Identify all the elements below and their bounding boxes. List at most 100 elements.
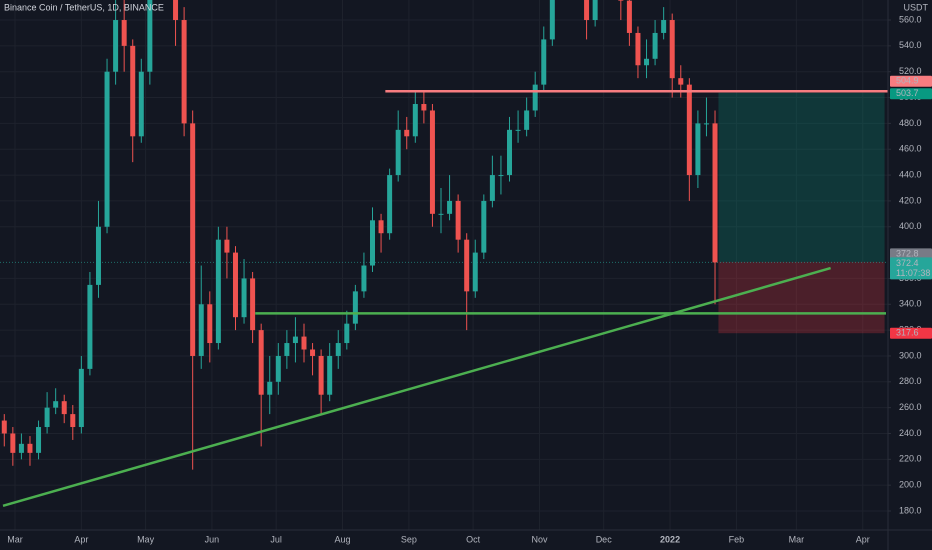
candle-body bbox=[241, 278, 247, 318]
entry-label-box bbox=[890, 248, 932, 260]
candle-body bbox=[181, 20, 187, 124]
price-unit: USDT bbox=[904, 2, 929, 12]
axes: 180.0200.0220.0240.0260.0280.0300.0320.0… bbox=[7, 14, 932, 544]
candle-body bbox=[61, 401, 67, 415]
x-tick-label: Jun bbox=[205, 534, 220, 544]
x-tick-label: Aug bbox=[335, 534, 351, 544]
chart-title: Binance Coin / TetherUS, 1D, BINANCE bbox=[4, 2, 164, 12]
profit-zone bbox=[718, 92, 885, 262]
candle-body bbox=[215, 239, 221, 344]
candle-body bbox=[138, 71, 144, 137]
y-tick-label: 340.0 bbox=[899, 299, 922, 309]
candle-body bbox=[301, 336, 307, 350]
x-tick-label: Apr bbox=[74, 534, 88, 544]
candle-body bbox=[421, 104, 427, 111]
x-tick-label: Apr bbox=[856, 534, 870, 544]
y-tick-label: 460.0 bbox=[899, 144, 922, 154]
entry-label: 372.8 bbox=[896, 248, 919, 258]
target-label-box bbox=[890, 88, 932, 100]
candle-body bbox=[686, 84, 692, 176]
candle-body bbox=[292, 336, 298, 344]
candle-body bbox=[27, 443, 33, 453]
y-tick-label: 280.0 bbox=[899, 376, 922, 386]
candle-body bbox=[70, 414, 76, 428]
candle-body bbox=[267, 381, 273, 395]
resistance-label: 504.9 bbox=[896, 76, 919, 86]
y-tick-label: 420.0 bbox=[899, 195, 922, 205]
candle-body bbox=[404, 129, 410, 137]
candle-body bbox=[87, 284, 93, 369]
candle-body bbox=[198, 304, 204, 356]
loss-zone bbox=[718, 261, 885, 334]
candle-body bbox=[78, 368, 84, 428]
x-tick-label: Mar bbox=[7, 534, 23, 544]
candle-body bbox=[438, 213, 444, 215]
x-tick-label: Sep bbox=[401, 534, 417, 544]
candle-body bbox=[481, 200, 487, 253]
y-tick-label: 220.0 bbox=[899, 454, 922, 464]
candle-body bbox=[44, 407, 50, 428]
x-tick-label: 2022 bbox=[660, 534, 680, 544]
candle-body bbox=[635, 32, 641, 66]
candle-body bbox=[318, 355, 324, 395]
y-tick-label: 520.0 bbox=[899, 66, 922, 76]
x-tick-label: Nov bbox=[531, 534, 548, 544]
candle-body bbox=[644, 58, 650, 66]
x-tick-label: Dec bbox=[596, 534, 613, 544]
candle-body bbox=[472, 252, 478, 292]
candle-body bbox=[310, 349, 316, 356]
candle-body bbox=[207, 304, 213, 344]
candle-body bbox=[173, 0, 179, 21]
candle-body bbox=[352, 291, 358, 324]
candle-body bbox=[113, 20, 119, 72]
candle-body bbox=[190, 123, 196, 356]
candle-body bbox=[618, 0, 624, 1]
y-tick-label: 200.0 bbox=[899, 480, 922, 490]
stop-label-box bbox=[890, 327, 932, 339]
y-tick-label: 180.0 bbox=[899, 505, 922, 515]
candle-body bbox=[695, 123, 701, 176]
trend-line bbox=[2, 266, 831, 508]
resistance-label-box bbox=[890, 75, 932, 87]
candle-body bbox=[1, 420, 7, 434]
candle-body bbox=[369, 220, 375, 266]
plot-area bbox=[0, 0, 888, 530]
candle-body bbox=[652, 32, 658, 59]
candle-body bbox=[104, 71, 110, 227]
candle-body bbox=[464, 239, 470, 292]
candle-body bbox=[447, 200, 453, 214]
x-tick-label: May bbox=[137, 534, 155, 544]
candle-body bbox=[678, 78, 684, 85]
x-tick-label: Oct bbox=[466, 534, 481, 544]
last-price-label-box bbox=[890, 257, 932, 280]
candle-body bbox=[661, 20, 667, 33]
y-tick-label: 480.0 bbox=[899, 118, 922, 128]
y-tick-label: 560.0 bbox=[899, 14, 922, 24]
candle-body bbox=[147, 0, 153, 72]
candle-body bbox=[498, 175, 504, 177]
candle-body bbox=[275, 355, 281, 382]
candle-body bbox=[412, 104, 418, 137]
candle-body bbox=[489, 175, 495, 201]
candle-body bbox=[626, 0, 632, 33]
candle-body bbox=[387, 175, 393, 234]
x-tick-label: Jul bbox=[270, 534, 282, 544]
x-tick-label: Mar bbox=[789, 534, 805, 544]
candle-body bbox=[541, 39, 547, 85]
x-tick-label: Feb bbox=[729, 534, 745, 544]
candle-body bbox=[224, 239, 230, 253]
candle-body bbox=[507, 129, 513, 176]
countdown: 11:07:38 bbox=[896, 268, 930, 278]
candle-body bbox=[10, 433, 16, 453]
candle-body bbox=[429, 110, 435, 214]
candle-body bbox=[524, 110, 530, 130]
candle-body bbox=[335, 343, 341, 356]
candle-body bbox=[232, 252, 238, 318]
candle-body bbox=[532, 84, 538, 111]
stop-label: 317.6 bbox=[896, 328, 919, 338]
candle-body bbox=[344, 323, 350, 344]
candle-body bbox=[18, 443, 24, 453]
candle-body bbox=[327, 355, 333, 395]
